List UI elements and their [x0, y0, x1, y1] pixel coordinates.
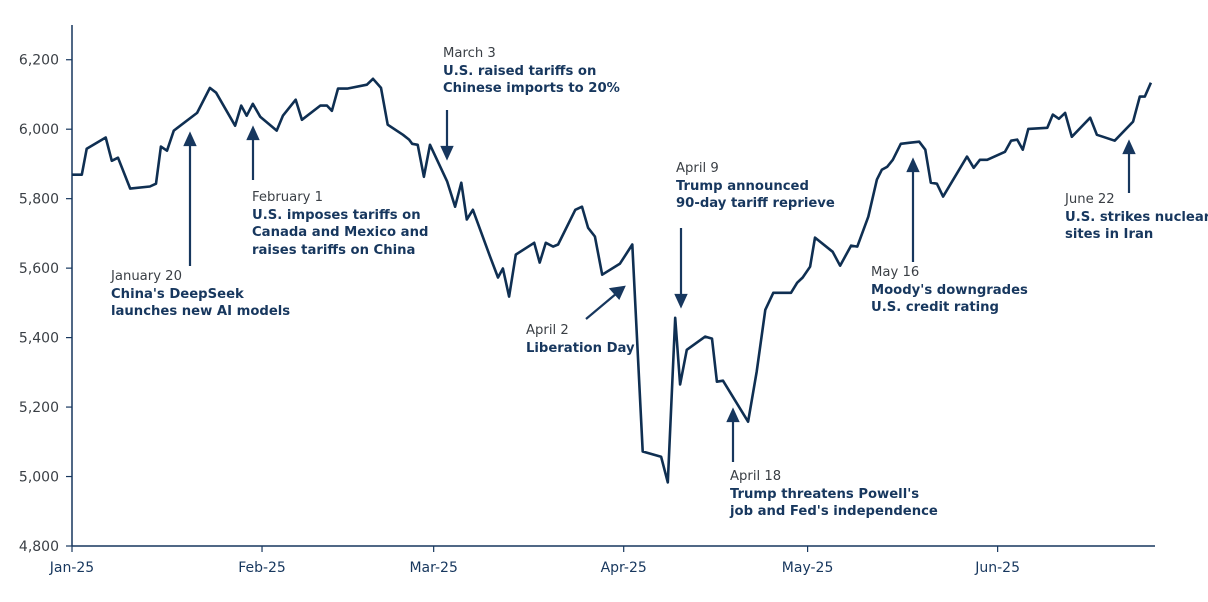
x-tick-label: Apr-25 [601, 560, 647, 576]
annotation-text: Liberation Day [526, 340, 635, 356]
series-line [72, 77, 1153, 484]
annotation-text: China's DeepSeek [111, 286, 244, 302]
annotation-date: April 9 [676, 161, 719, 176]
arrow-april-18 [726, 407, 740, 462]
annotation-date: January 20 [111, 269, 182, 284]
axes: 4,800 5,000 5,200 5,400 5,600 5,800 6,000 6,200… [19, 25, 1155, 576]
annotation-march-3: March 3 U.S. raised tariffs on Chinese i… [443, 45, 620, 98]
annotation-date: April 18 [730, 469, 782, 484]
annotation-june-22: June 22 U.S. strikes nuclear sites in Ir… [1065, 191, 1208, 244]
annotation-text: job and Fed's independence [730, 504, 938, 519]
annotation-text: Moody's downgrades [871, 282, 1028, 298]
y-tick-label: 5,400 [19, 331, 59, 347]
annotation-february-1: February 1 U.S. imposes tariffs on Canad… [252, 189, 428, 259]
annotation-text: U.S. raised tariffs on [443, 63, 597, 79]
y-tick-label: 4,800 [19, 539, 59, 555]
y-tick-label: 6,000 [19, 122, 59, 138]
arrow-march-3 [440, 110, 454, 161]
y-tick-label: 6,200 [19, 53, 59, 69]
annotation-text: Trump threatens Powell's [730, 486, 920, 502]
arrow-january-20 [183, 131, 197, 266]
annotation-text: Chinese imports to 20% [443, 81, 620, 96]
annotation-text: U.S. strikes nuclear [1065, 209, 1208, 225]
y-tick-label: 5,000 [19, 470, 59, 486]
annotation-arrows [183, 110, 1136, 462]
annotation-april-2: April 2 Liberation Day [526, 322, 635, 357]
annotation-text: Canada and Mexico and [252, 225, 429, 240]
x-tick-label: Feb-25 [238, 560, 286, 576]
annotation-date: May 16 [871, 265, 920, 280]
annotation-date: April 2 [526, 323, 569, 338]
arrow-may-16 [906, 157, 920, 262]
annotation-january-20: January 20 China's DeepSeek launches new… [111, 268, 290, 321]
annotation-date: June 22 [1065, 192, 1115, 207]
annotation-april-9: April 9 Trump announced 90-day tariff re… [676, 160, 835, 213]
annotation-text: Trump announced [676, 178, 809, 194]
annotation-text: U.S. credit rating [871, 300, 999, 315]
x-tick-label: Jun-25 [974, 560, 1020, 576]
annotation-date: February 1 [252, 190, 324, 205]
x-tick-label: Jan-25 [49, 560, 94, 576]
y-tick-label: 5,200 [19, 400, 59, 416]
arrow-april-9 [674, 228, 688, 309]
annotation-may-16: May 16 Moody's downgrades U.S. credit ra… [871, 264, 1028, 317]
x-tick-label: Mar-25 [409, 560, 457, 576]
arrow-february-1 [246, 125, 260, 180]
annotation-text: 90-day tariff reprieve [676, 196, 835, 211]
annotation-text: raises tariffs on China [252, 242, 416, 258]
annotation-text: sites in Iran [1065, 227, 1154, 242]
annotation-text: launches new AI models [111, 304, 291, 319]
annotation-text: U.S. imposes tariffs on [252, 207, 421, 223]
arrow-june-22 [1122, 139, 1136, 193]
y-tick-label: 5,600 [19, 261, 59, 277]
x-tick-label: May-25 [782, 560, 834, 576]
annotation-date: March 3 [443, 46, 496, 61]
arrow-april-2 [585, 285, 626, 320]
y-tick-label: 5,800 [19, 192, 59, 208]
annotation-april-18: April 18 Trump threatens Powell's job an… [730, 468, 938, 521]
